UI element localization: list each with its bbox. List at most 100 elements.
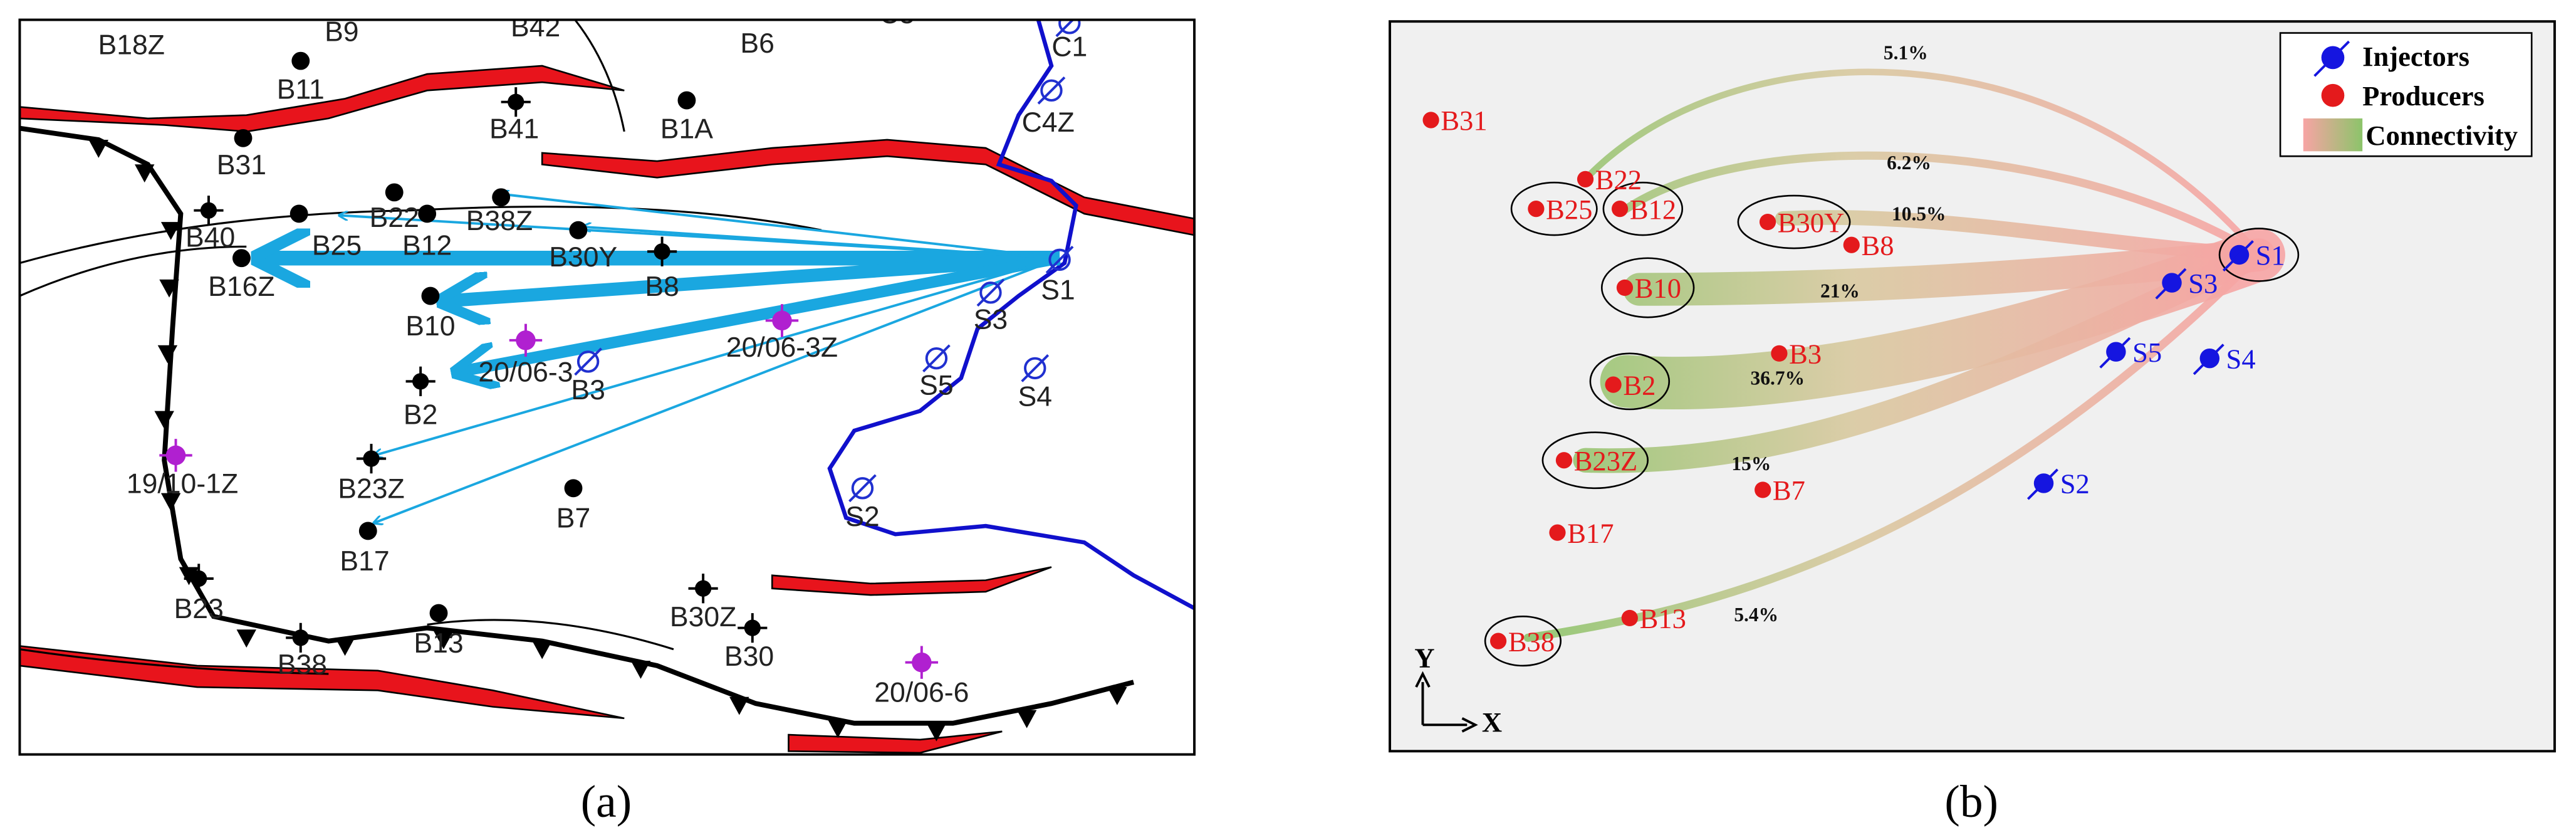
injector-slash [2313,40,2350,77]
producer-well [358,522,377,540]
well-cross [905,646,939,679]
producer-label: B10 [1635,273,1681,304]
injector-slash [1045,246,1074,274]
fault-tooth [335,638,355,656]
well-label: 20/06-3 [478,357,573,387]
well-label: 20/06-6 [874,678,969,708]
injector-slash [922,344,951,373]
producer-label: B2 [1623,369,1656,401]
well-label: B3 [571,375,605,406]
connectivity-label: 5.1% [1884,42,1928,64]
well-label: C4Z [1022,107,1075,138]
injector-label: S5 [2132,337,2162,368]
producer-well [564,479,583,498]
connectivity-path [1582,68,2263,258]
injector-slash [848,474,877,503]
producer-marker [1771,345,1788,362]
axis-label: Y [1414,643,1434,674]
legend-connectivity [2303,118,2363,152]
injector-slash [1055,19,1075,38]
producer-well [429,604,448,622]
producer-well [569,221,588,239]
well-label: C1 [1051,31,1087,62]
fault-line [19,125,1135,726]
injector-label: S2 [2060,468,2090,500]
well-cross [738,613,768,643]
boundary-line [827,19,1195,611]
connectivity-label: 6.2% [1887,152,1931,174]
producer-well [232,249,251,268]
producer-marker [1549,524,1566,541]
fault-tooth [1107,687,1127,705]
connectivity-label: 36.7% [1751,367,1805,389]
producer-marker [1611,200,1629,218]
panel-a: B18Z B9 B42 B6 C5 C1 B11 B41 B1A C4Z B31 B22 B38Z B40… [19,0,1195,755]
highlight-ellipse [1602,181,1684,236]
producer-well [385,183,404,202]
well-label: C5 [879,0,915,29]
producer-label: B17 [1567,517,1614,549]
arrow [375,256,1060,456]
arrow [447,251,1060,301]
arrow [460,252,1061,372]
well-label: B41 [489,113,539,144]
fault-tooth [532,641,552,659]
producer-marker [1555,452,1573,469]
fault-tooth [160,493,181,512]
injector-well [925,347,948,370]
well-cross [356,444,387,474]
highlight-ellipse [1600,257,1695,318]
well-cross [286,622,316,653]
well-label: B9 [325,17,359,48]
fault-block [788,730,1003,754]
fault-block [771,566,1052,596]
injector-slash [1037,76,1066,105]
well-label: B11 [277,74,325,105]
well-label: S5 [919,370,954,401]
axis-indicator [1421,682,1468,727]
well-cross [184,564,214,594]
injector-well [1024,357,1046,380]
highlight-ellipse [1589,352,1671,411]
producer-label: B38 [1508,626,1555,657]
axis-label: X [1482,706,1502,738]
fault-block [19,65,625,133]
arrow [375,256,1060,523]
fault-tooth [1016,710,1037,728]
well-label: B12 [402,231,452,261]
injector-well [1048,248,1071,271]
fault-block [19,645,625,720]
well-label: B30Z [670,602,737,633]
well-label: B18Z [98,30,165,61]
legend-label: Injectors [2362,41,2469,72]
producer-well [289,204,308,223]
well-label: S1 [1041,275,1075,305]
connectivity-label: 15% [1731,453,1771,475]
well-cross [765,304,799,337]
fault-tooth [236,629,257,648]
well-label: B31 [217,150,266,181]
well-label: S2 [845,501,880,532]
well-cross [647,236,677,266]
producer-marker [1755,481,1771,498]
well-label: B42 [511,12,560,43]
injector-well [851,477,874,500]
producer-label: B30Y [1778,207,1844,238]
producer-well [677,91,696,110]
producer-label: B3 [1789,339,1822,370]
producer-marker [1621,609,1638,627]
injector-slash [2193,344,2224,375]
well-label: S3 [974,304,1008,335]
producer-label: B13 [1640,603,1686,634]
injector-label: S1 [2256,239,2285,271]
producer-marker [1489,633,1507,649]
connectivity-label: 10.5% [1892,202,1946,224]
connectivity-path [1523,250,2263,642]
arrow [501,194,1060,260]
highlight-ellipse [1484,615,1562,667]
well-label: B30Y [549,242,617,273]
legend-label: Connectivity [2365,120,2518,151]
injector-well [1058,19,1081,34]
well-label: B23 [174,594,224,624]
